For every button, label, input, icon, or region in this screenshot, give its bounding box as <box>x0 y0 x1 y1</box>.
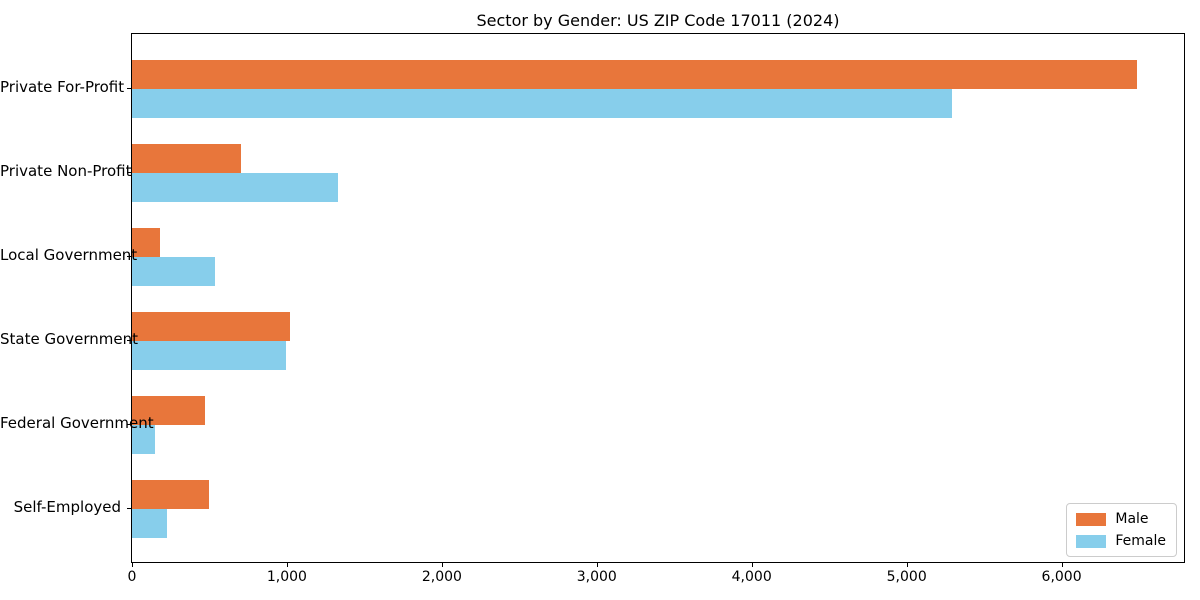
bar-female-private-non-profit <box>132 173 339 202</box>
legend-swatch-male <box>1076 512 1107 526</box>
x-axis-tick <box>132 563 133 567</box>
x-axis-tick <box>596 563 598 567</box>
x-axis-tick-label: 5,000 <box>886 569 927 585</box>
x-axis-tick <box>286 563 288 567</box>
bar-male-private-for-profit <box>132 60 1137 89</box>
bar-male-local-government <box>132 228 160 257</box>
bar-male-private-non-profit <box>132 144 242 173</box>
x-axis-tick <box>906 563 908 567</box>
plot-area <box>131 33 1185 563</box>
bar-female-federal-government <box>132 425 156 454</box>
legend-item-male: Male <box>1076 511 1166 527</box>
x-axis-tick-label: 0 <box>127 569 137 585</box>
y-axis-category-label: Private For-Profit <box>0 78 125 96</box>
x-axis-tick-label: 1,000 <box>266 569 307 585</box>
x-axis-tick-label: 4,000 <box>731 569 772 585</box>
bar-male-state-government <box>132 312 290 341</box>
bar-female-self-employed <box>132 509 167 538</box>
y-axis-tick <box>127 172 131 173</box>
x-axis-tick-label: 6,000 <box>1041 569 1082 585</box>
legend-item-female: Female <box>1076 533 1166 549</box>
legend-label-male: Male <box>1115 511 1149 527</box>
y-axis-category-label: Private Non-Profit <box>0 162 132 180</box>
bar-male-federal-government <box>132 396 205 425</box>
y-axis-tick <box>127 508 131 509</box>
bar-female-private-for-profit <box>132 89 953 118</box>
bar-female-local-government <box>132 257 215 286</box>
y-axis-category-label: State Government <box>0 330 139 348</box>
x-axis-tick-label: 2,000 <box>421 569 462 585</box>
bar-female-state-government <box>132 341 287 370</box>
bar-male-self-employed <box>132 480 209 509</box>
x-axis-tick <box>441 563 443 567</box>
x-axis-tick <box>751 563 753 567</box>
x-axis-tick <box>1061 563 1063 567</box>
legend-swatch-female <box>1076 534 1107 548</box>
y-axis-tick <box>127 340 131 341</box>
y-axis-category-label: Federal Government <box>0 414 154 432</box>
x-axis-tick-label: 3,000 <box>576 569 617 585</box>
y-axis-tick <box>127 256 131 257</box>
y-axis-category-label: Self-Employed <box>13 498 121 516</box>
y-axis-tick <box>127 88 131 89</box>
chart-title: Sector by Gender: US ZIP Code 17011 (202… <box>476 11 840 30</box>
legend: Male Female <box>1066 503 1177 557</box>
y-axis-tick <box>127 424 131 425</box>
y-axis-category-label: Local Government <box>0 246 138 264</box>
legend-label-female: Female <box>1115 533 1166 549</box>
